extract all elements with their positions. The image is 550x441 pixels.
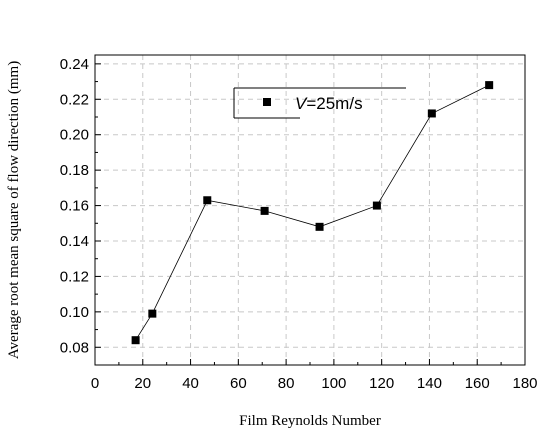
y-tick-label: 0.20 (60, 127, 89, 144)
x-tick-label: 160 (465, 375, 490, 392)
data-point-marker (148, 309, 157, 318)
y-tick-label: 0.18 (60, 162, 89, 179)
legend-label-value: =25m/s (306, 94, 362, 113)
grid-lines (95, 55, 525, 365)
x-tick-label: 40 (182, 375, 199, 392)
y-tick-label: 0.22 (60, 91, 89, 108)
y-tick-label: 0.08 (60, 339, 89, 356)
data-point-marker (427, 109, 436, 118)
x-axis-title: Film Reynolds Number (239, 413, 381, 429)
axis-ticks (94, 63, 526, 366)
data-point-marker (260, 206, 269, 215)
y-tick-label: 0.12 (60, 268, 89, 285)
legend-label-variable: V (295, 94, 308, 113)
legend-label: V=25m/s (295, 94, 363, 113)
legend: V=25m/s (233, 87, 406, 119)
y-tick-label: 0.10 (60, 304, 89, 321)
x-tick-label: 60 (230, 375, 247, 392)
legend-marker (263, 98, 271, 106)
series-line (135, 84, 490, 341)
x-tick-label: 140 (417, 375, 442, 392)
data-point-marker (485, 81, 494, 90)
y-tick-labels: 0.08 0.10 0.12 0.14 0.16 0.18 0.20 0.22 0.24 (60, 56, 89, 356)
y-tick-label: 0.14 (60, 233, 89, 250)
y-tick-label: 0.16 (60, 198, 89, 215)
x-tick-label: 80 (278, 375, 295, 392)
x-tick-label: 0 (91, 375, 99, 392)
x-tick-label: 180 (512, 375, 537, 392)
y-tick-label: 0.24 (60, 56, 89, 73)
y-axis-title: Average root mean square of flow directi… (6, 61, 22, 359)
data-markers (131, 81, 494, 345)
x-tick-label: 120 (369, 375, 394, 392)
x-tick-label: 100 (321, 375, 346, 392)
data-point-marker (203, 196, 212, 205)
x-tick-labels: 0 20 40 60 80 100 120 140 160 180 (91, 375, 538, 392)
x-tick-label: 20 (134, 375, 151, 392)
data-point-marker (131, 336, 140, 345)
data-point-marker (372, 201, 381, 210)
data-point-marker (315, 222, 324, 231)
